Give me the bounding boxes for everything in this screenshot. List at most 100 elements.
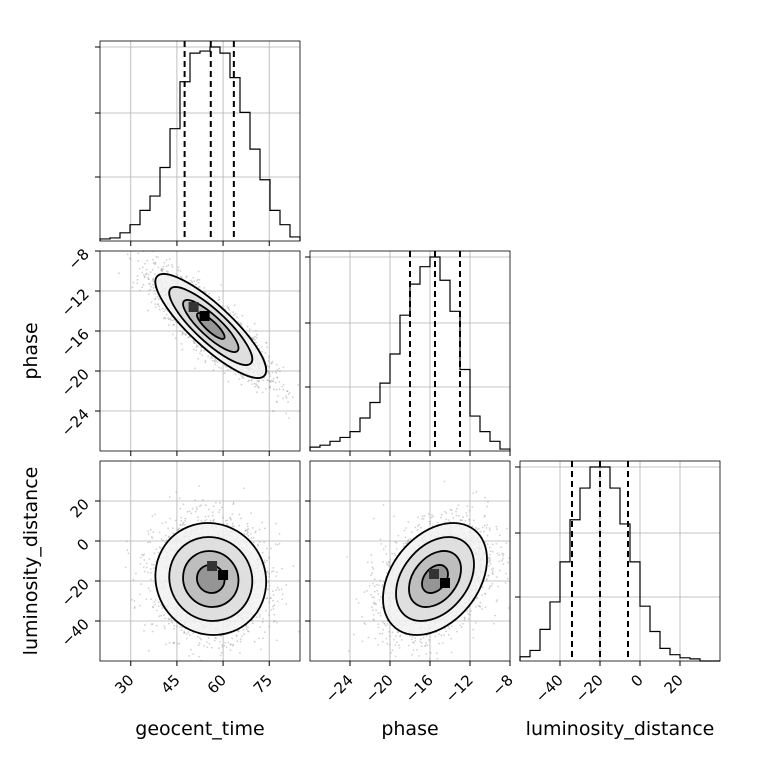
sample-point bbox=[148, 289, 151, 292]
sample-point bbox=[162, 317, 165, 320]
sample-point bbox=[292, 396, 294, 398]
sample-point bbox=[157, 303, 159, 305]
joint-content bbox=[124, 485, 300, 661]
sample-point bbox=[275, 575, 278, 577]
sample-point bbox=[254, 531, 256, 534]
sample-point bbox=[147, 649, 150, 652]
sample-point bbox=[227, 380, 230, 383]
sample-point bbox=[224, 519, 227, 522]
sample-point bbox=[203, 349, 206, 352]
sample-point bbox=[236, 640, 239, 643]
sample-point bbox=[206, 646, 209, 649]
sample-point bbox=[155, 255, 158, 258]
sample-point bbox=[147, 530, 150, 532]
sample-point bbox=[143, 559, 146, 561]
sample-point bbox=[152, 286, 155, 289]
sample-point bbox=[203, 287, 206, 289]
sample-point bbox=[250, 378, 253, 381]
sample-point bbox=[164, 617, 167, 620]
sample-point bbox=[233, 304, 236, 307]
sample-point bbox=[274, 381, 277, 384]
sample-point bbox=[276, 376, 278, 379]
sample-point bbox=[272, 570, 275, 572]
sample-point bbox=[154, 297, 157, 300]
sample-point bbox=[236, 630, 239, 633]
sample-point bbox=[149, 590, 152, 592]
sample-point bbox=[204, 515, 207, 518]
sample-point bbox=[266, 547, 268, 550]
sample-point bbox=[196, 508, 198, 511]
sample-point bbox=[233, 525, 236, 528]
sample-point bbox=[152, 283, 154, 286]
sample-point bbox=[147, 276, 150, 279]
sample-point bbox=[175, 625, 178, 628]
histogram-bars bbox=[309, 256, 511, 451]
sample-point bbox=[275, 400, 278, 403]
sample-point bbox=[239, 322, 242, 324]
sample-point bbox=[151, 279, 154, 282]
sample-point bbox=[269, 375, 271, 378]
sample-point bbox=[270, 547, 272, 550]
sample-point bbox=[139, 593, 141, 595]
y-tick-label: −8 bbox=[64, 245, 92, 273]
sample-point bbox=[252, 336, 255, 339]
sample-point bbox=[287, 393, 290, 395]
sample-point bbox=[242, 377, 245, 380]
sample-point bbox=[234, 313, 237, 315]
sample-point bbox=[232, 503, 235, 506]
sample-point bbox=[151, 537, 154, 539]
sample-point bbox=[197, 281, 200, 284]
sample-point bbox=[151, 623, 154, 625]
sample-point bbox=[270, 362, 272, 365]
sample-point bbox=[259, 613, 261, 616]
sample-point bbox=[150, 623, 153, 625]
sample-point bbox=[292, 565, 295, 567]
sample-point bbox=[273, 604, 276, 607]
sample-point bbox=[273, 388, 275, 391]
sample-point bbox=[287, 401, 289, 403]
sample-point bbox=[266, 597, 269, 599]
sample-point bbox=[169, 318, 172, 320]
sample-point bbox=[241, 374, 244, 377]
sample-point bbox=[192, 339, 195, 342]
sample-point bbox=[172, 641, 175, 644]
sample-point bbox=[175, 491, 178, 494]
sample-point bbox=[173, 624, 176, 627]
sample-point bbox=[129, 257, 132, 260]
sample-point bbox=[258, 379, 260, 382]
sample-point bbox=[134, 606, 136, 608]
sample-point bbox=[257, 544, 259, 547]
sample-point bbox=[165, 265, 168, 268]
sample-point bbox=[179, 330, 181, 333]
sample-point bbox=[246, 530, 249, 532]
sample-point bbox=[247, 534, 250, 537]
panel-border bbox=[99, 40, 301, 242]
sample-point bbox=[285, 395, 287, 397]
sample-point bbox=[174, 337, 177, 339]
sample-point bbox=[268, 386, 271, 389]
sample-point bbox=[192, 653, 195, 655]
sample-point bbox=[235, 635, 238, 638]
sample-point bbox=[195, 510, 197, 513]
sample-point bbox=[204, 504, 207, 507]
sample-point bbox=[190, 648, 192, 651]
sample-point bbox=[140, 583, 143, 585]
sample-point bbox=[265, 597, 268, 600]
sample-point bbox=[235, 634, 238, 637]
sample-point bbox=[229, 368, 232, 371]
sample-point bbox=[144, 273, 147, 276]
y-tick-label: −16 bbox=[58, 325, 93, 360]
sample-point bbox=[174, 519, 177, 522]
sample-point bbox=[256, 344, 259, 347]
sample-point bbox=[145, 562, 148, 565]
sample-point bbox=[246, 522, 249, 525]
sample-point bbox=[278, 542, 281, 545]
sample-point bbox=[187, 631, 190, 634]
sample-point bbox=[177, 528, 180, 531]
sample-point bbox=[137, 252, 140, 255]
sample-point bbox=[231, 522, 234, 525]
sample-point bbox=[158, 308, 161, 311]
sample-point bbox=[150, 536, 153, 538]
sample-point bbox=[206, 641, 208, 643]
sample-point bbox=[150, 598, 152, 601]
